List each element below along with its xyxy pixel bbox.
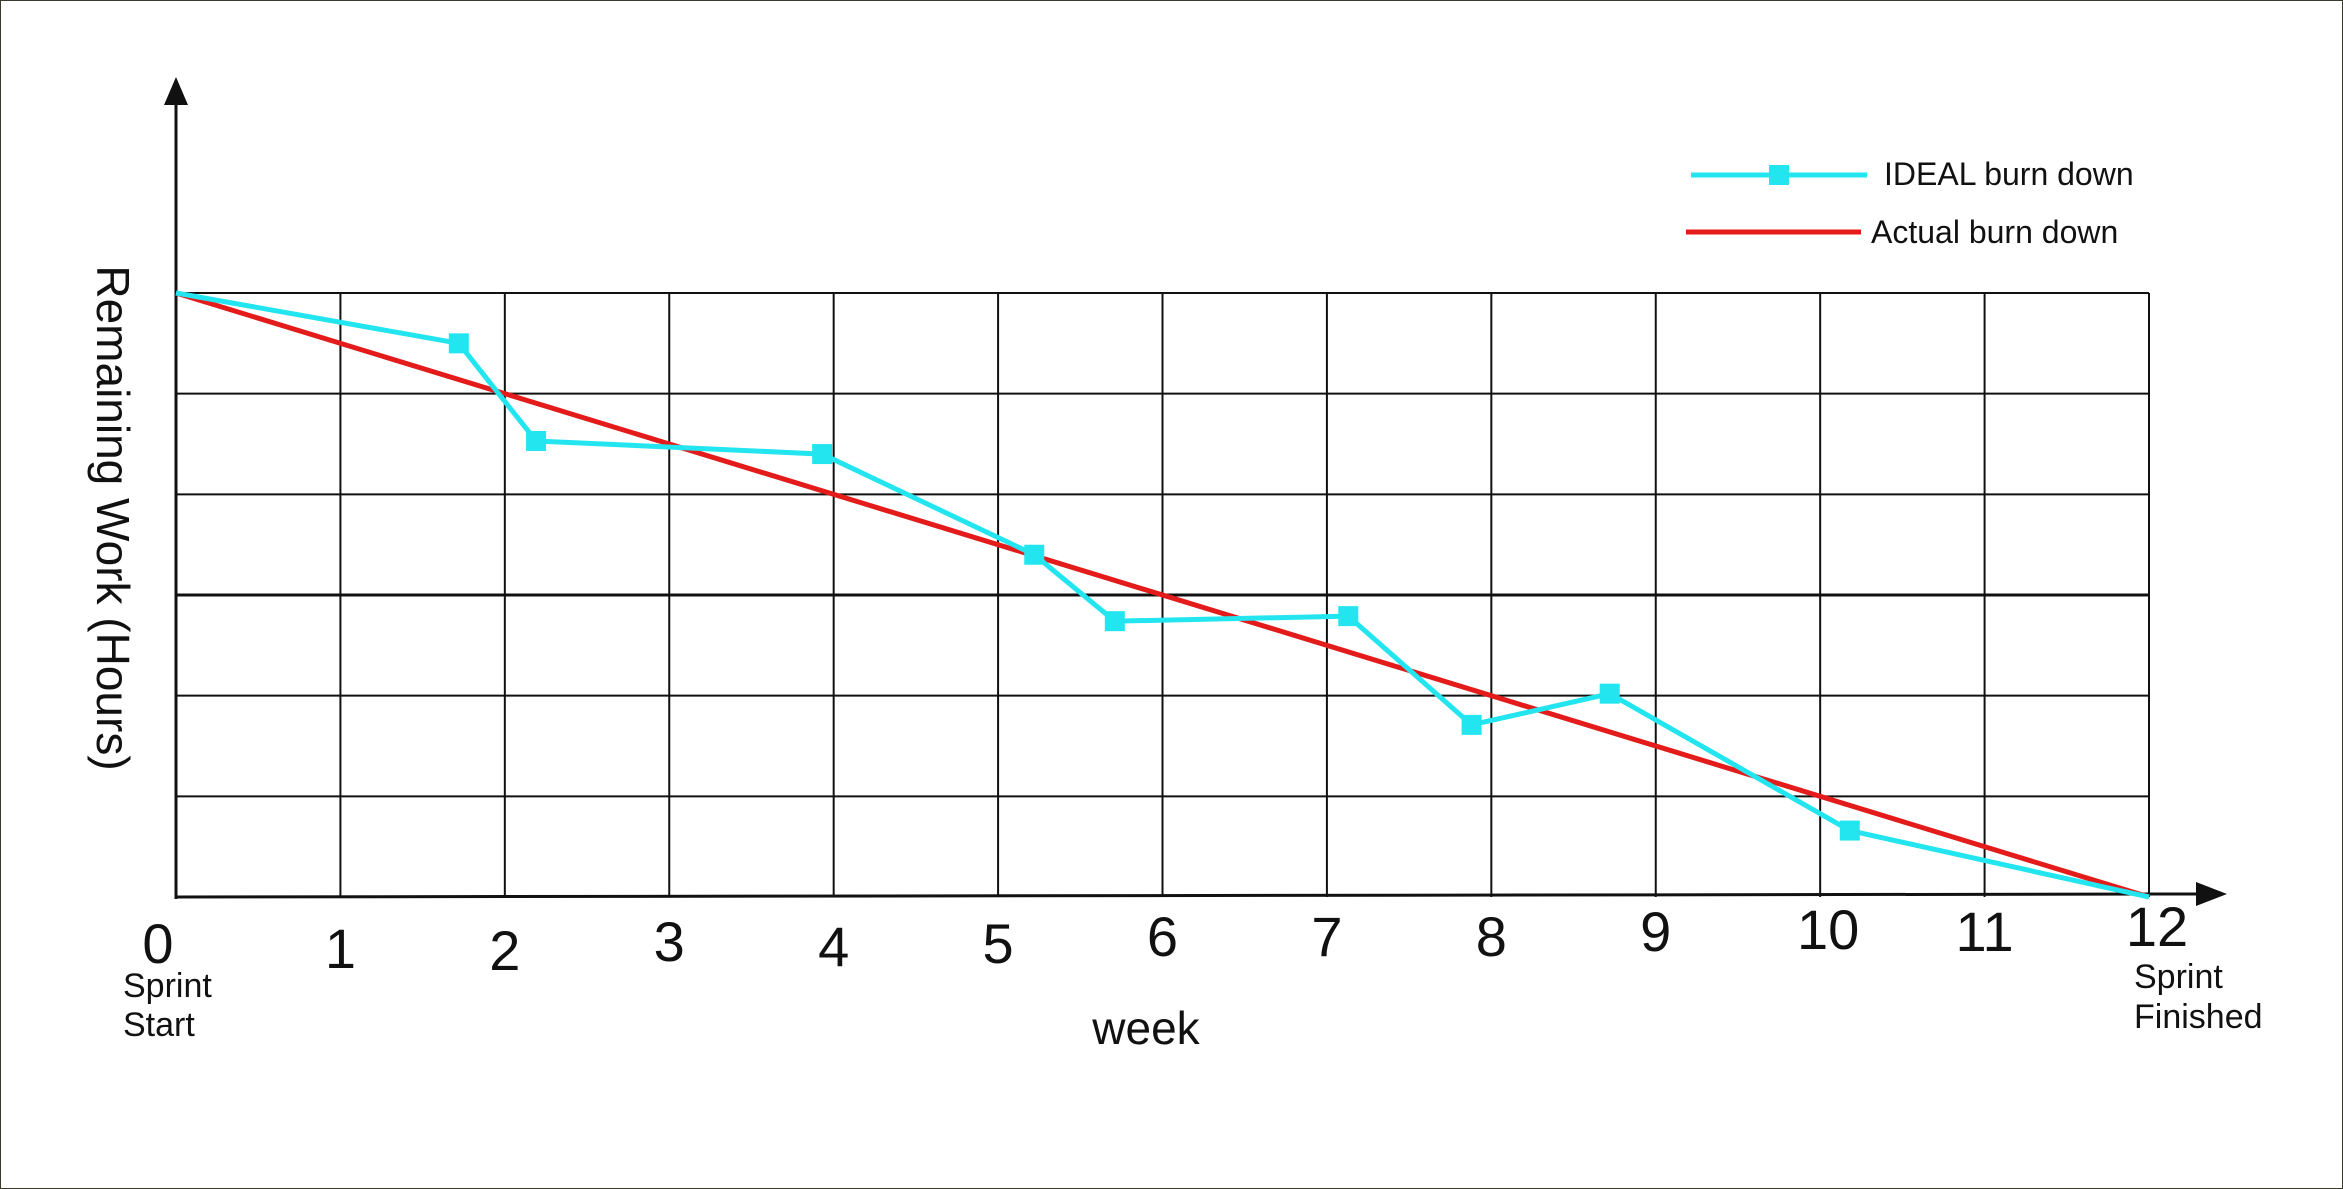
x-tick-label-10: 10 — [1797, 898, 1859, 961]
legend: IDEAL burn down Actual burn down — [1686, 156, 2134, 250]
legend-marker-ideal-burn-down — [1769, 165, 1789, 185]
x-axis — [175, 892, 2202, 899]
x-axis-arrowhead — [2196, 882, 2227, 906]
data-point-ideal-burn-down-6 — [1338, 606, 1359, 627]
data-point-ideal-burn-down-3 — [812, 444, 833, 465]
sprint-start-note: Sprint — [123, 967, 212, 1005]
x-axis-title: week — [1091, 1002, 1200, 1054]
sprint-start-note-line2: Start — [123, 1006, 195, 1044]
sprint-finished-note: Sprint — [2134, 958, 2223, 996]
x-tick-label-5: 5 — [983, 912, 1014, 975]
x-tick-label-11: 11 — [1956, 900, 2014, 963]
x-tick-label-7: 7 — [1311, 905, 1342, 968]
x-tick-label-8: 8 — [1476, 905, 1507, 968]
x-tick-label-2: 2 — [489, 919, 520, 982]
legend-label-ideal-burn-down: IDEAL burn down — [1884, 156, 2134, 192]
x-tick-labels: 0 1 2 3 4 5 6 7 8 9 10 11 12 — [142, 895, 2188, 982]
data-point-ideal-burn-down-1 — [448, 333, 469, 354]
x-tick-label-9: 9 — [1640, 900, 1671, 963]
x-tick-label-1: 1 — [325, 917, 356, 980]
data-point-ideal-burn-down-9 — [1839, 820, 1860, 841]
data-point-ideal-burn-down-5 — [1104, 611, 1125, 632]
data-point-ideal-burn-down-8 — [1599, 683, 1620, 704]
x-tick-label-4: 4 — [818, 915, 849, 978]
data-point-ideal-burn-down-2 — [526, 430, 547, 451]
x-tick-label-12: 12 — [2126, 895, 2188, 958]
x-tick-label-3: 3 — [654, 910, 685, 973]
x-tick-label-0: 0 — [142, 912, 173, 975]
data-point-ideal-burn-down-4 — [1024, 544, 1045, 565]
y-axis-title: Remaining Work (Hours) — [87, 265, 139, 770]
data-point-ideal-burn-down-7 — [1461, 714, 1482, 735]
series-layer — [175, 290, 2150, 900]
series-line-actual-burn-down — [175, 290, 2150, 900]
legend-label-actual-burn-down: Actual burn down — [1871, 214, 2118, 250]
y-axis-arrowhead — [164, 77, 188, 105]
x-tick-label-6: 6 — [1147, 905, 1178, 968]
sprint-finished-note-line2: Finished — [2134, 998, 2263, 1036]
